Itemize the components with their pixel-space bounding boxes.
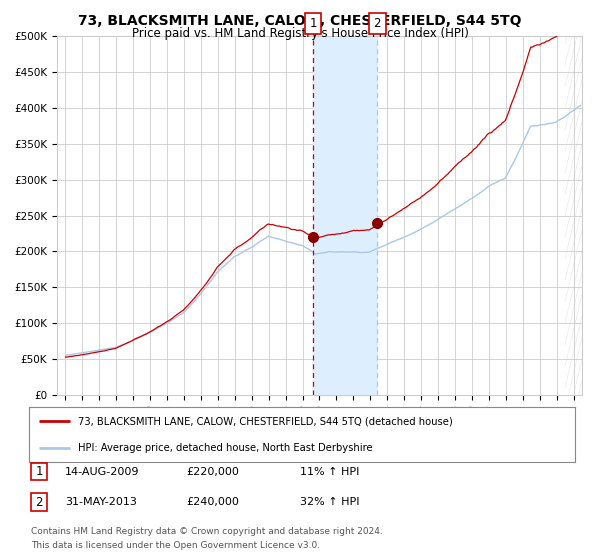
Text: Price paid vs. HM Land Registry's House Price Index (HPI): Price paid vs. HM Land Registry's House …: [131, 27, 469, 40]
Text: 73, BLACKSMITH LANE, CALOW, CHESTERFIELD, S44 5TQ: 73, BLACKSMITH LANE, CALOW, CHESTERFIELD…: [78, 14, 522, 28]
Text: 2: 2: [35, 496, 43, 509]
Text: 1: 1: [35, 465, 43, 478]
Text: 11% ↑ HPI: 11% ↑ HPI: [300, 466, 359, 477]
Text: 2: 2: [374, 17, 381, 30]
Text: Contains HM Land Registry data © Crown copyright and database right 2024.: Contains HM Land Registry data © Crown c…: [31, 528, 383, 536]
Text: 31-MAY-2013: 31-MAY-2013: [65, 497, 137, 507]
Text: 73, BLACKSMITH LANE, CALOW, CHESTERFIELD, S44 5TQ (detached house): 73, BLACKSMITH LANE, CALOW, CHESTERFIELD…: [78, 417, 452, 426]
Text: 14-AUG-2009: 14-AUG-2009: [65, 466, 139, 477]
Text: 32% ↑ HPI: 32% ↑ HPI: [300, 497, 359, 507]
Text: HPI: Average price, detached house, North East Derbyshire: HPI: Average price, detached house, Nort…: [78, 443, 373, 452]
Text: This data is licensed under the Open Government Licence v3.0.: This data is licensed under the Open Gov…: [31, 541, 320, 550]
Bar: [313, 36, 377, 395]
Text: £240,000: £240,000: [186, 497, 239, 507]
Text: 1: 1: [309, 17, 317, 30]
Text: £220,000: £220,000: [186, 466, 239, 477]
